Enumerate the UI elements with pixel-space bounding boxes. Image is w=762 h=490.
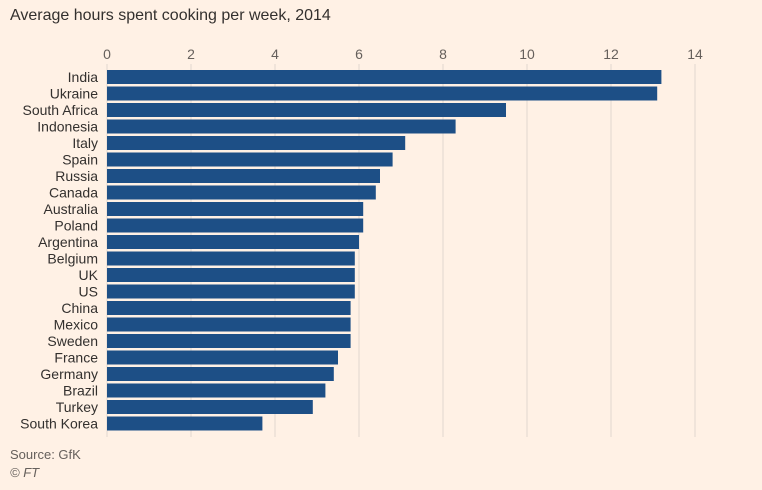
x-axis-ticks: 0 2 4 6 8 10 12 14 <box>103 46 703 62</box>
x-tick-label: 14 <box>687 46 703 62</box>
bar <box>107 400 313 414</box>
bar <box>107 86 658 101</box>
bars <box>107 70 662 431</box>
x-tick-label: 0 <box>103 46 111 62</box>
category-label: India <box>68 69 99 85</box>
category-label: Turkey <box>56 399 98 415</box>
bar <box>107 317 351 332</box>
bar <box>107 284 355 299</box>
chart-title: Average hours spent cooking per week, 20… <box>10 7 331 24</box>
bar <box>107 268 355 282</box>
x-tick-label: 12 <box>603 46 619 62</box>
category-label: Sweden <box>47 333 98 349</box>
category-label: Poland <box>54 218 98 234</box>
category-label: South Africa <box>23 102 99 118</box>
bar <box>107 202 364 216</box>
bar <box>107 70 662 84</box>
category-label: Canada <box>49 185 98 201</box>
category-label: Brazil <box>63 383 98 399</box>
bar <box>107 383 326 398</box>
category-label: Belgium <box>47 251 98 267</box>
x-tick-label: 6 <box>355 46 363 62</box>
ft-credit: © FT <box>10 465 40 480</box>
category-label: China <box>61 300 98 316</box>
category-label: Indonesia <box>37 119 98 135</box>
category-label: US <box>79 284 98 300</box>
bar <box>107 367 334 381</box>
category-label: Mexico <box>54 317 99 333</box>
bar <box>107 235 359 249</box>
x-tick-label: 8 <box>439 46 447 62</box>
bar <box>107 350 338 365</box>
x-tick-label: 10 <box>519 46 535 62</box>
category-label: Spain <box>62 152 98 168</box>
bar <box>107 334 351 348</box>
category-label: South Korea <box>20 416 98 432</box>
category-label: Argentina <box>38 234 98 250</box>
bar <box>107 416 263 431</box>
bar <box>107 218 364 233</box>
source-note: Source: GfK <box>10 447 81 462</box>
category-label: Italy <box>72 135 98 151</box>
category-label: Russia <box>55 168 98 184</box>
category-label: UK <box>79 267 99 283</box>
bar <box>107 251 355 266</box>
bar <box>107 152 393 167</box>
bar <box>107 136 406 150</box>
category-label: Ukraine <box>50 86 98 102</box>
bar <box>107 185 376 200</box>
bar <box>107 119 456 134</box>
bar <box>107 169 380 183</box>
x-tick-label: 4 <box>271 46 279 62</box>
bar <box>107 103 506 117</box>
bar <box>107 301 351 315</box>
category-label: Germany <box>40 366 98 382</box>
x-tick-label: 2 <box>187 46 195 62</box>
category-label: France <box>54 350 98 366</box>
category-label: Australia <box>44 201 99 217</box>
